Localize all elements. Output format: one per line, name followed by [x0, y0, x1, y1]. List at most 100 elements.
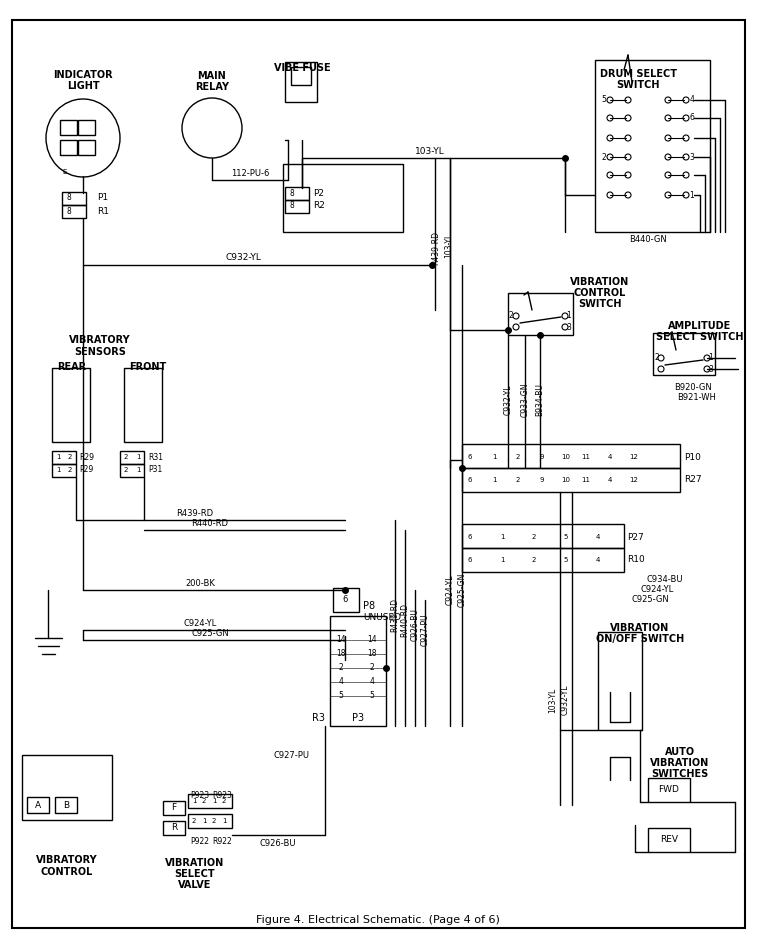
Text: 2: 2 — [532, 557, 536, 563]
Text: R923: R923 — [212, 790, 232, 799]
Text: MAIN: MAIN — [198, 71, 226, 81]
Text: 2: 2 — [369, 664, 375, 672]
Bar — [163, 821, 185, 835]
Text: Figure 4. Electrical Schematic. (Page 4 of 6): Figure 4. Electrical Schematic. (Page 4 … — [256, 915, 500, 925]
Text: 5: 5 — [564, 557, 569, 563]
Text: 9: 9 — [540, 477, 544, 483]
Text: P8: P8 — [363, 601, 375, 611]
Text: C932-YL: C932-YL — [503, 384, 512, 415]
Text: 3: 3 — [566, 323, 572, 332]
Text: C924-YL: C924-YL — [640, 585, 674, 595]
Text: 12: 12 — [630, 454, 638, 460]
Text: 1: 1 — [492, 454, 497, 460]
Bar — [653, 333, 715, 375]
Text: P27: P27 — [627, 533, 643, 541]
Text: 6: 6 — [468, 454, 472, 460]
Text: 103-YL: 103-YL — [444, 233, 453, 258]
Text: SWITCHES: SWITCHES — [651, 769, 709, 779]
Text: R: R — [171, 824, 177, 832]
Text: R10: R10 — [627, 555, 645, 565]
Text: INDICATOR: INDICATOR — [53, 70, 113, 80]
Text: 1: 1 — [136, 467, 140, 473]
Text: 4: 4 — [338, 678, 344, 686]
Text: B440-GN: B440-GN — [629, 236, 667, 244]
Bar — [120, 464, 144, 477]
Bar — [285, 200, 309, 213]
Bar — [285, 62, 317, 102]
Text: 8: 8 — [290, 189, 294, 197]
Bar — [462, 444, 680, 468]
Text: 2: 2 — [202, 798, 206, 804]
Text: R3: R3 — [312, 713, 325, 723]
Bar — [595, 60, 710, 232]
Text: 8: 8 — [290, 202, 294, 210]
Text: B921-WH: B921-WH — [678, 394, 716, 402]
Text: 14: 14 — [367, 636, 377, 644]
Text: 4: 4 — [596, 557, 600, 563]
Bar — [62, 192, 86, 205]
Text: 6: 6 — [468, 557, 472, 563]
Text: C924-YL: C924-YL — [183, 618, 217, 627]
Text: 11: 11 — [581, 477, 590, 483]
Text: C925-GN: C925-GN — [631, 596, 669, 605]
Bar — [462, 548, 624, 572]
Text: 2: 2 — [655, 353, 659, 363]
Text: DRUM SELECT: DRUM SELECT — [600, 69, 677, 79]
Text: CONTROL: CONTROL — [574, 288, 626, 298]
Text: 5: 5 — [602, 95, 606, 105]
Text: 2: 2 — [192, 818, 196, 824]
Text: 1: 1 — [212, 798, 217, 804]
Text: R439-RD: R439-RD — [431, 231, 441, 265]
Text: C924-YL: C924-YL — [446, 575, 454, 605]
Text: P922: P922 — [191, 838, 210, 846]
Text: SELECT SWITCH: SELECT SWITCH — [656, 332, 743, 342]
Text: VIBRATION: VIBRATION — [165, 858, 225, 868]
Text: REAR: REAR — [58, 362, 86, 372]
Text: VIBRATORY: VIBRATORY — [36, 855, 98, 865]
Text: P31: P31 — [148, 466, 162, 474]
Text: 1: 1 — [202, 818, 206, 824]
Text: A: A — [35, 800, 41, 810]
Bar — [60, 120, 77, 135]
Text: 4: 4 — [690, 95, 694, 105]
Text: 1: 1 — [709, 353, 713, 363]
Text: VIBE FUSE: VIBE FUSE — [274, 63, 330, 73]
Text: 2: 2 — [124, 454, 128, 460]
Text: 10: 10 — [562, 477, 571, 483]
Text: E: E — [63, 169, 67, 175]
Bar — [27, 797, 49, 813]
Text: RELAY: RELAY — [195, 82, 229, 92]
Text: 112-PU-6: 112-PU-6 — [231, 168, 269, 178]
Bar — [188, 814, 232, 828]
Text: 10: 10 — [562, 454, 571, 460]
Text: R440-RD: R440-RD — [192, 519, 229, 527]
Text: 8: 8 — [67, 207, 71, 215]
Text: 1: 1 — [222, 818, 226, 824]
Text: 2: 2 — [532, 534, 536, 540]
Text: VIBRATORY: VIBRATORY — [69, 335, 131, 345]
Text: VIBRATION: VIBRATION — [570, 277, 630, 287]
Text: FRONT: FRONT — [129, 362, 167, 372]
Text: 6: 6 — [690, 113, 694, 122]
Text: R2: R2 — [313, 202, 325, 210]
Text: 4: 4 — [596, 534, 600, 540]
Bar — [462, 468, 680, 492]
Text: P10: P10 — [684, 453, 701, 462]
Bar — [291, 67, 311, 85]
Text: 2: 2 — [68, 467, 72, 473]
Text: R439-RD: R439-RD — [176, 509, 213, 517]
Text: LIGHT: LIGHT — [67, 81, 99, 91]
Text: 1: 1 — [500, 557, 504, 563]
Text: R29: R29 — [79, 453, 94, 462]
Text: 2: 2 — [68, 454, 72, 460]
Bar — [285, 187, 309, 200]
Text: 2: 2 — [509, 311, 513, 321]
Text: R922: R922 — [212, 838, 232, 846]
Bar — [462, 524, 624, 548]
Text: C932-YL: C932-YL — [560, 684, 569, 715]
Text: R439-RD: R439-RD — [391, 598, 400, 632]
Text: 1: 1 — [192, 798, 196, 804]
Text: 2: 2 — [338, 664, 344, 672]
Text: 2: 2 — [516, 454, 520, 460]
Text: 5: 5 — [369, 692, 375, 700]
